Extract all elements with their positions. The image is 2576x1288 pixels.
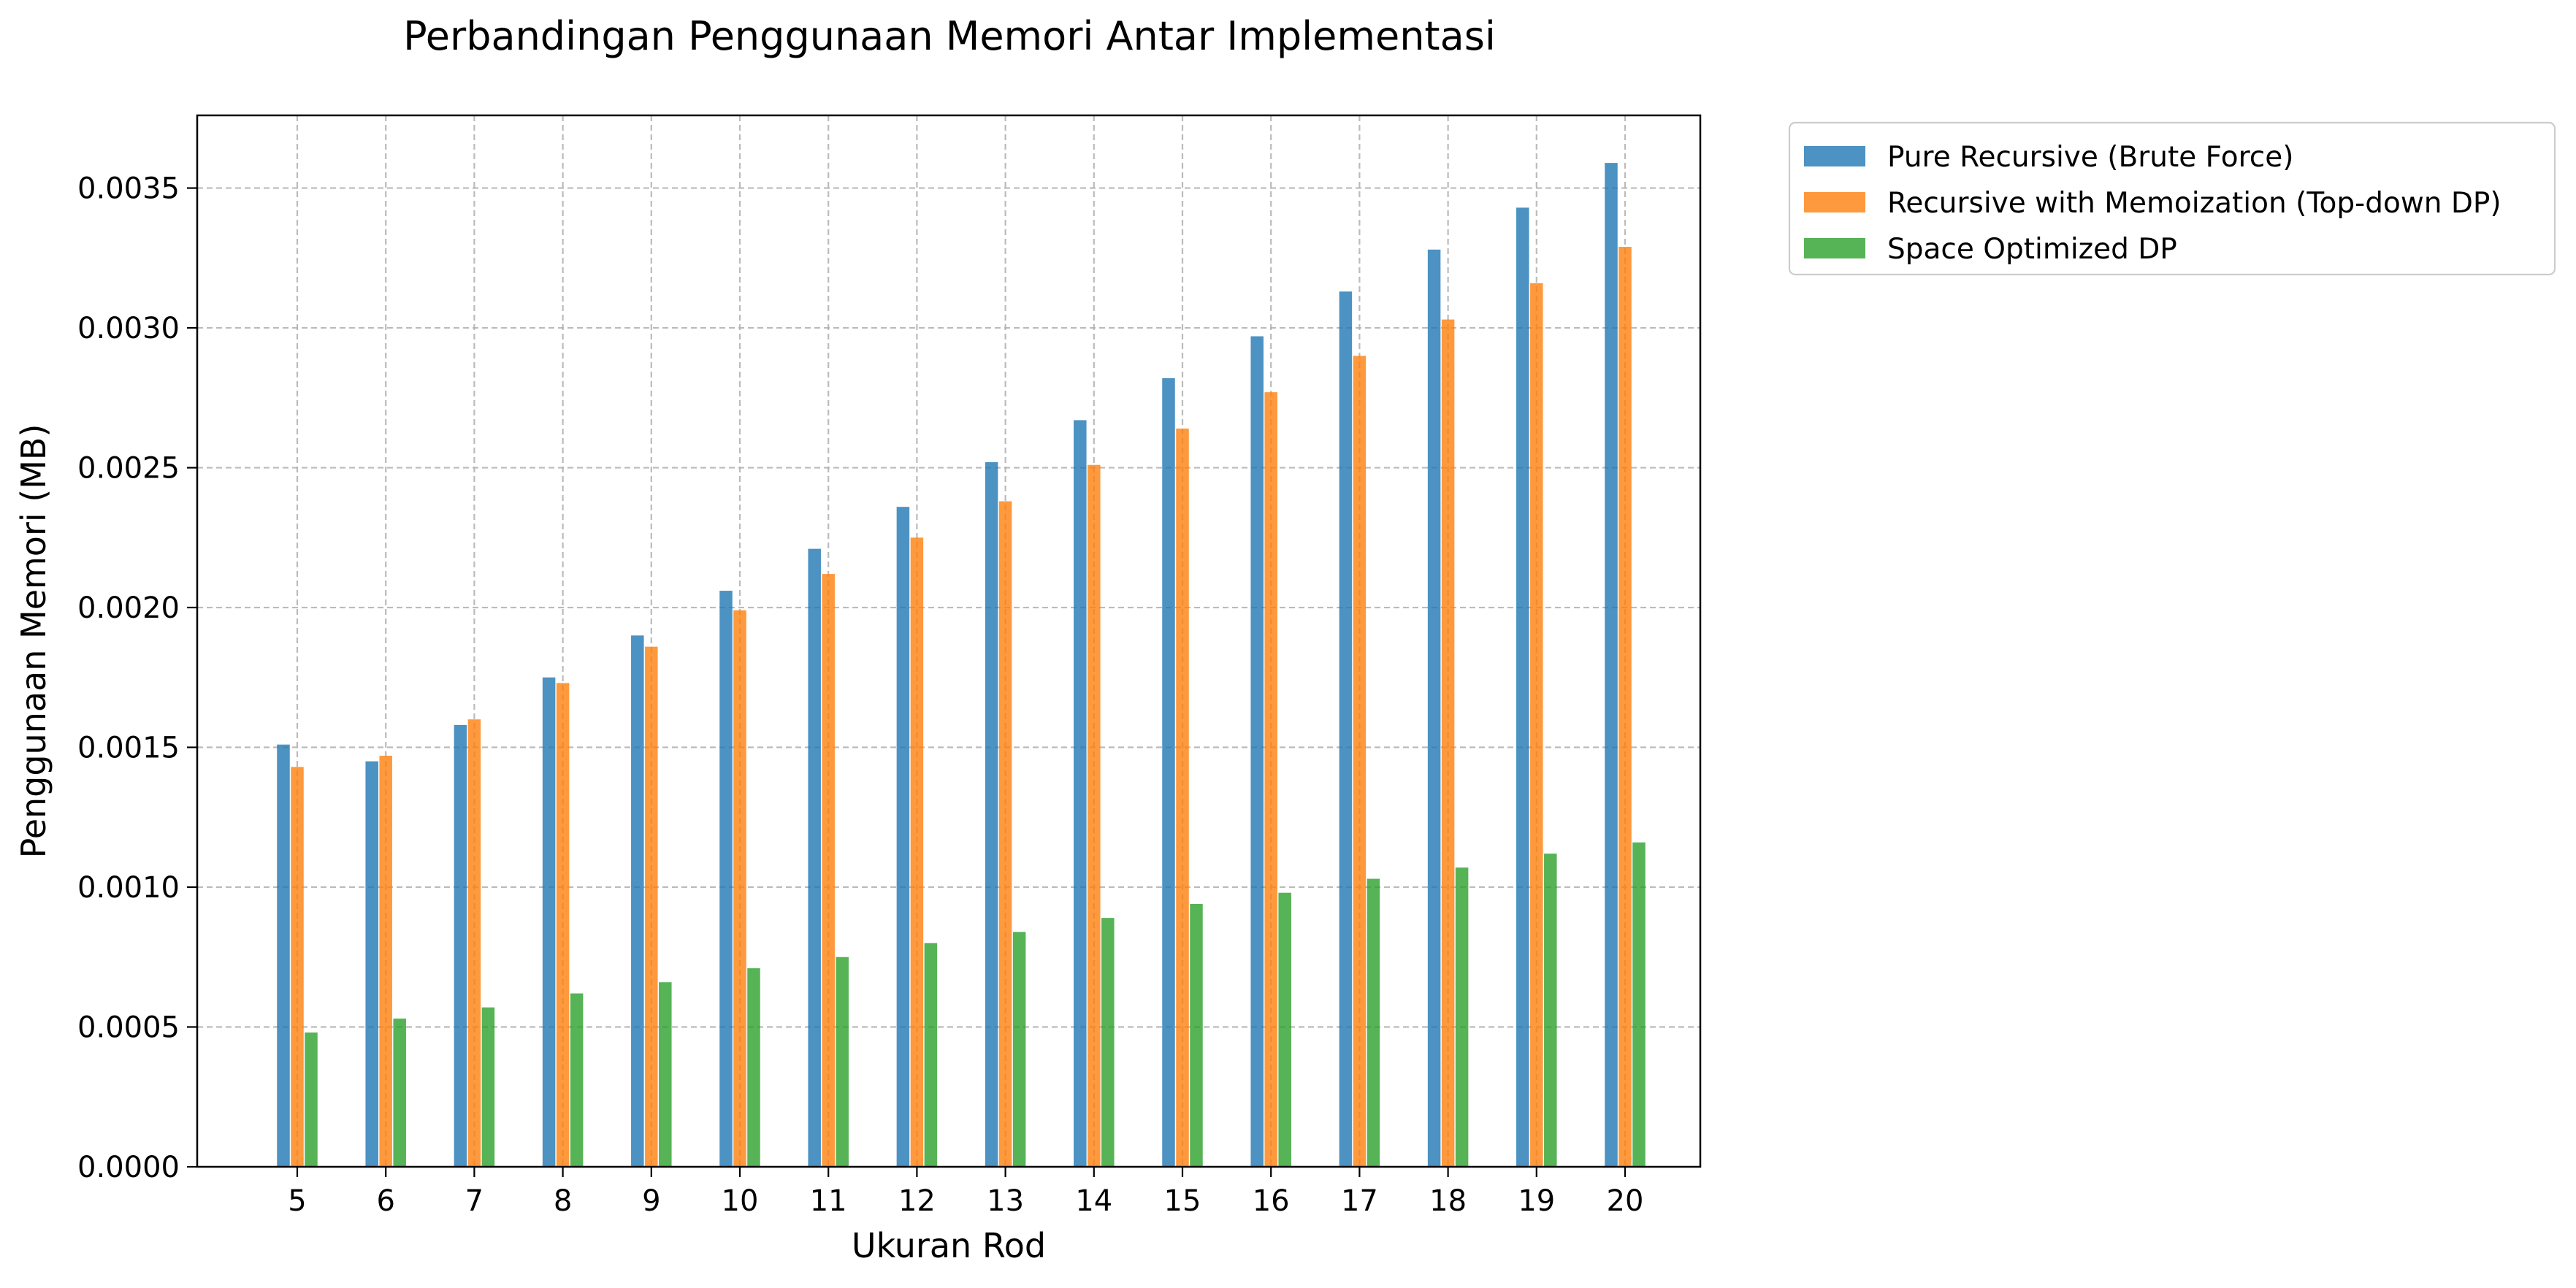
bar-series-3-cat-9 — [659, 982, 672, 1167]
x-tick-label: 5 — [288, 1184, 306, 1218]
bar-series-2-cat-8 — [556, 683, 570, 1167]
bar-series-2-cat-18 — [1441, 319, 1455, 1167]
x-tick-label: 17 — [1341, 1184, 1378, 1218]
y-tick-label: 0.0020 — [77, 591, 180, 625]
bar-series-1-cat-11 — [808, 548, 821, 1167]
bar-series-3-cat-6 — [393, 1019, 406, 1167]
x-tick-label: 16 — [1253, 1184, 1290, 1218]
bar-series-2-cat-14 — [1088, 464, 1101, 1167]
bar-series-2-cat-17 — [1353, 356, 1367, 1167]
y-tick-label: 0.0010 — [77, 871, 180, 905]
bar-series-1-cat-5 — [277, 744, 290, 1167]
bar-series-2-cat-16 — [1264, 392, 1277, 1167]
bar-series-3-cat-17 — [1367, 878, 1380, 1167]
legend-swatch-2 — [1804, 192, 1865, 212]
bar-series-3-cat-7 — [481, 1007, 495, 1167]
x-tick-label: 18 — [1429, 1184, 1467, 1218]
bar-series-1-cat-15 — [1162, 378, 1175, 1167]
x-tick-label: 7 — [465, 1184, 484, 1218]
bar-series-1-cat-19 — [1516, 207, 1529, 1168]
legend-label-2: Recursive with Memoization (Top-down DP) — [1887, 187, 2502, 220]
chart-title: Perbandingan Penggunaan Memori Antar Imp… — [403, 13, 1496, 59]
bars-layer — [277, 163, 1646, 1168]
bar-series-2-cat-5 — [291, 767, 304, 1167]
bar-series-3-cat-11 — [836, 957, 849, 1167]
bar-series-1-cat-8 — [542, 677, 556, 1167]
x-tick-label: 10 — [722, 1184, 759, 1218]
legend-label-1: Pure Recursive (Brute Force) — [1887, 141, 2293, 174]
x-tick-label: 14 — [1075, 1184, 1112, 1218]
bar-series-2-cat-13 — [998, 501, 1012, 1167]
legend-label-3: Space Optimized DP — [1887, 233, 2177, 266]
bar-series-2-cat-10 — [733, 610, 746, 1167]
y-tick-label: 0.0025 — [77, 452, 180, 486]
x-tick-label: 13 — [987, 1184, 1024, 1218]
bar-series-1-cat-12 — [896, 507, 910, 1167]
bar-series-3-cat-10 — [747, 968, 760, 1167]
bar-series-2-cat-15 — [1176, 428, 1189, 1167]
bar-series-2-cat-11 — [822, 574, 835, 1167]
x-tick-label: 19 — [1518, 1184, 1555, 1218]
legend-swatch-1 — [1804, 146, 1865, 166]
bar-series-1-cat-10 — [719, 591, 733, 1167]
y-axis-label: Penggunaan Memori (MB) — [14, 424, 53, 859]
x-tick-label: 9 — [642, 1184, 660, 1218]
y-tick-label: 0.0035 — [77, 172, 180, 206]
ticks-layer: 0.0000 0.0005 0.0010 0.0015 0.0020 0.0025 0.00… — [77, 172, 1643, 1218]
plot-frame — [196, 114, 1702, 1168]
x-tick-label: 20 — [1607, 1184, 1644, 1218]
bar-series-3-cat-12 — [924, 943, 938, 1167]
y-tick-label: 0.0000 — [77, 1151, 180, 1184]
bar-series-3-cat-18 — [1455, 867, 1469, 1167]
bar-series-1-cat-18 — [1427, 249, 1441, 1167]
bar-series-1-cat-7 — [454, 724, 467, 1167]
bar-series-3-cat-14 — [1101, 918, 1115, 1167]
bar-series-1-cat-6 — [365, 761, 378, 1167]
bar-series-2-cat-9 — [645, 646, 658, 1167]
legend-items: Pure Recursive (Brute Force) Recursive wi… — [1804, 141, 2502, 266]
bar-series-3-cat-19 — [1544, 854, 1557, 1167]
bar-series-1-cat-13 — [985, 461, 998, 1167]
legend-frame — [1788, 121, 2556, 276]
bar-series-2-cat-7 — [467, 719, 481, 1167]
bar-series-1-cat-14 — [1074, 420, 1087, 1167]
bar-series-3-cat-8 — [570, 993, 584, 1167]
bar-series-1-cat-9 — [631, 635, 644, 1167]
x-tick-label: 11 — [810, 1184, 847, 1218]
x-axis-label: Ukuran Rod — [852, 1226, 1046, 1265]
x-tick-label: 12 — [898, 1184, 936, 1218]
legend: Pure Recursive (Brute Force) Recursive wi… — [1788, 121, 2556, 276]
bar-series-1-cat-17 — [1339, 291, 1353, 1167]
bar-series-2-cat-19 — [1530, 283, 1543, 1167]
bar-series-3-cat-15 — [1190, 904, 1203, 1167]
y-tick-label: 0.0030 — [77, 312, 180, 345]
bar-series-2-cat-12 — [910, 537, 924, 1167]
y-tick-label: 0.0005 — [77, 1011, 180, 1045]
bar-series-3-cat-13 — [1012, 932, 1026, 1167]
bar-series-3-cat-16 — [1278, 892, 1291, 1167]
x-tick-label: 8 — [554, 1184, 572, 1218]
bar-series-1-cat-20 — [1605, 163, 1618, 1167]
bar-series-3-cat-5 — [305, 1032, 318, 1167]
bar-series-1-cat-16 — [1250, 336, 1264, 1167]
legend-swatch-3 — [1804, 238, 1865, 258]
y-tick-label: 0.0015 — [77, 732, 180, 765]
x-tick-label: 6 — [376, 1184, 394, 1218]
x-tick-label: 15 — [1164, 1184, 1201, 1218]
bar-series-2-cat-20 — [1618, 247, 1632, 1167]
bar-series-3-cat-20 — [1632, 842, 1646, 1167]
bar-series-2-cat-6 — [379, 756, 392, 1167]
